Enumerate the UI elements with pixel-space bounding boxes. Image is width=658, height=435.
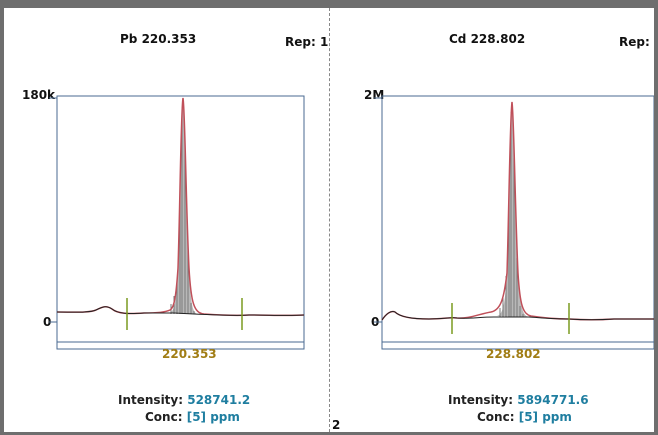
- panel-title: Cd 228.802: [449, 32, 526, 46]
- spectra-window: Pb 220.353 Rep: 1 180k 0 220.353 Intensi…: [4, 8, 654, 432]
- conc-row: Conc: [5] ppm: [477, 410, 572, 424]
- spectrum-plot[interactable]: [4, 8, 329, 432]
- rep-label: Rep: 1: [619, 35, 654, 49]
- intensity-row: Intensity: 528741.2: [118, 393, 250, 407]
- intensity-row: Intensity: 5894771.6: [448, 393, 589, 407]
- intensity-label: Intensity:: [448, 393, 514, 407]
- y-axis-min-label: 0: [43, 315, 52, 329]
- page-index: 2: [332, 418, 341, 432]
- panel-divider: [329, 8, 330, 432]
- conc-unit: ppm: [542, 410, 572, 424]
- conc-value: [5]: [186, 410, 207, 424]
- x-center-label: 228.802: [486, 347, 541, 361]
- conc-label: Conc:: [477, 410, 515, 424]
- intensity-value: 528741.2: [187, 393, 251, 407]
- rep-label: Rep: 1: [285, 35, 329, 49]
- spectrum-plot[interactable]: [329, 8, 654, 432]
- baseline-curve: [56, 306, 305, 316]
- intensity-label: Intensity:: [118, 393, 184, 407]
- panel-title: Pb 220.353: [120, 32, 197, 46]
- baseline-curve: [381, 311, 654, 321]
- conc-value: [5]: [518, 410, 539, 424]
- plot-frame: [381, 95, 654, 350]
- x-center-label: 220.353: [162, 347, 217, 361]
- plot-frame: [56, 95, 305, 350]
- peak-fill: [497, 102, 529, 317]
- conc-label: Conc:: [145, 410, 183, 424]
- peak-fill: [169, 98, 198, 314]
- conc-unit: ppm: [210, 410, 240, 424]
- spectrum-panel-cd: Cd 228.802 Rep: 1 2M 0 228.802 Intensity…: [329, 8, 654, 432]
- y-axis-max-label: 180k: [22, 88, 56, 102]
- intensity-value: 5894771.6: [517, 393, 589, 407]
- spectrum-panel-pb: Pb 220.353 Rep: 1 180k 0 220.353 Intensi…: [4, 8, 329, 432]
- conc-row: Conc: [5] ppm: [145, 410, 240, 424]
